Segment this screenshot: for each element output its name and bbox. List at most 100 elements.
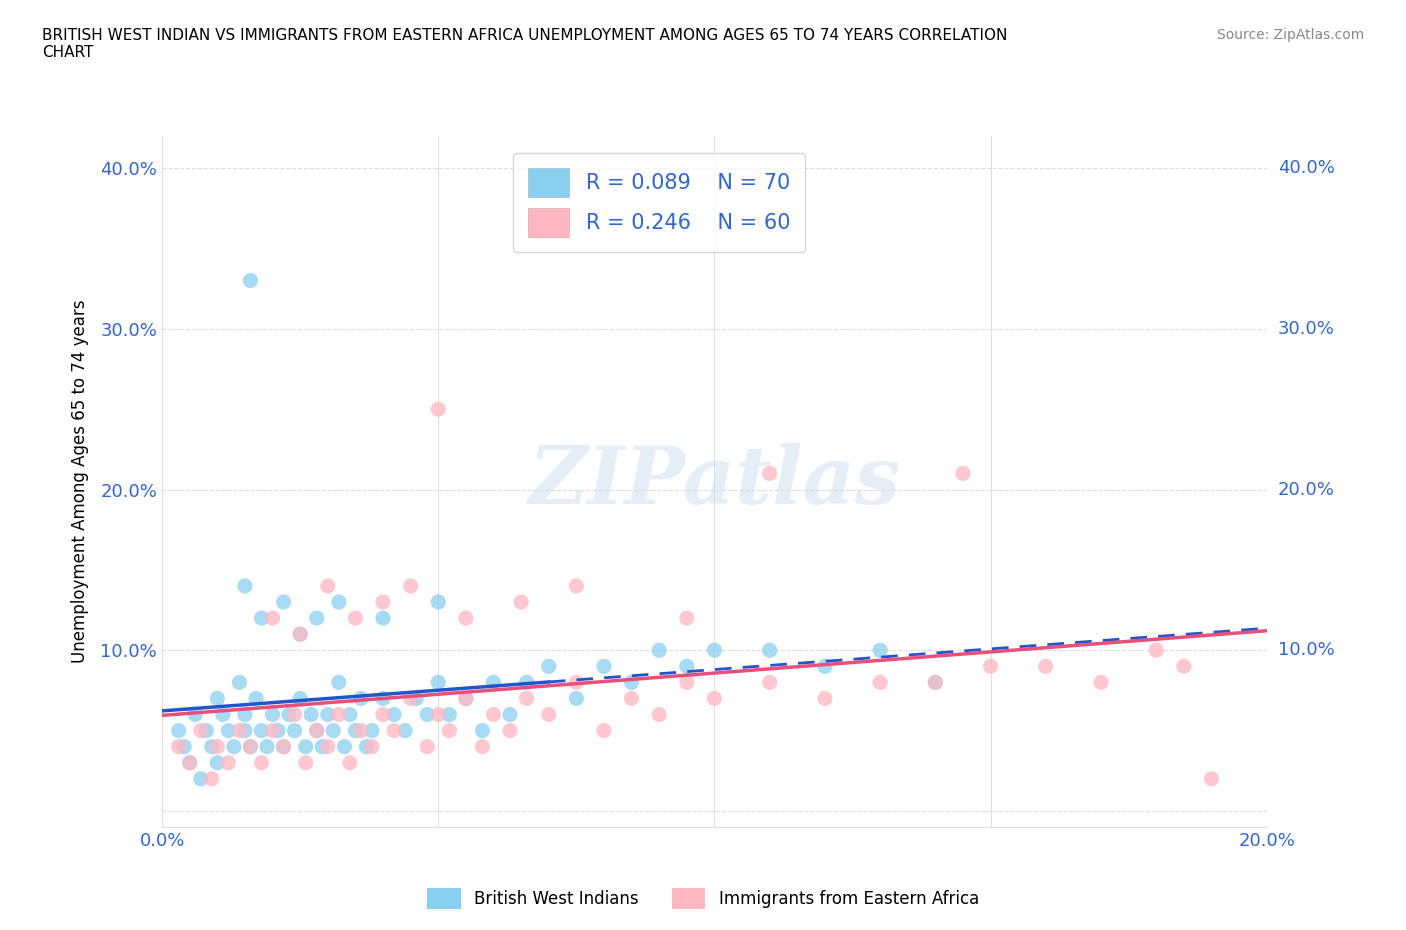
Point <box>284 724 307 738</box>
Point <box>267 724 290 738</box>
Point <box>1173 658 1195 673</box>
Point <box>416 707 439 722</box>
Point <box>454 691 477 706</box>
Point <box>703 691 725 706</box>
Point <box>350 724 373 738</box>
Point <box>593 658 616 673</box>
Point <box>167 739 190 754</box>
Point <box>179 755 201 770</box>
Point <box>284 707 307 722</box>
Point <box>537 658 560 673</box>
Point <box>262 724 284 738</box>
Point <box>316 578 339 593</box>
Legend: R = 0.089    N = 70, R = 0.246    N = 60: R = 0.089 N = 70, R = 0.246 N = 60 <box>513 153 806 252</box>
Point <box>305 724 328 738</box>
Point <box>344 724 367 738</box>
Point <box>207 755 229 770</box>
Text: 40.0%: 40.0% <box>1278 159 1334 177</box>
Point <box>245 691 267 706</box>
Point <box>350 691 373 706</box>
Point <box>201 739 224 754</box>
Point <box>190 771 212 786</box>
Point <box>416 739 439 754</box>
Text: 20.0%: 20.0% <box>1278 481 1334 498</box>
Point <box>233 578 256 593</box>
Point <box>217 755 239 770</box>
Point <box>288 627 311 642</box>
Point <box>482 707 505 722</box>
Point <box>371 594 394 609</box>
Point <box>228 675 250 690</box>
Point <box>328 675 350 690</box>
Point <box>648 643 671 658</box>
Point <box>869 643 891 658</box>
Point <box>454 611 477 626</box>
Point <box>294 755 316 770</box>
Point <box>405 691 427 706</box>
Point <box>288 691 311 706</box>
Point <box>344 611 367 626</box>
Point <box>217 724 239 738</box>
Point <box>190 724 212 738</box>
Point <box>516 675 538 690</box>
Point <box>1090 675 1112 690</box>
Point <box>239 739 262 754</box>
Point <box>394 724 416 738</box>
Point <box>311 739 333 754</box>
Point <box>869 675 891 690</box>
Point <box>758 643 780 658</box>
Legend: British West Indians, Immigrants from Eastern Africa: British West Indians, Immigrants from Ea… <box>419 880 987 917</box>
Point <box>173 739 195 754</box>
Point <box>222 739 245 754</box>
Point <box>924 675 946 690</box>
Point <box>499 707 522 722</box>
Y-axis label: Unemployment Among Ages 65 to 74 years: Unemployment Among Ages 65 to 74 years <box>72 299 89 663</box>
Point <box>305 724 328 738</box>
Point <box>328 707 350 722</box>
Point <box>239 273 262 288</box>
Point <box>565 691 588 706</box>
Point <box>675 611 697 626</box>
Point <box>537 707 560 722</box>
Point <box>273 739 295 754</box>
Point <box>758 466 780 481</box>
Point <box>382 724 405 738</box>
Point <box>371 691 394 706</box>
Point <box>439 724 461 738</box>
Point <box>294 739 316 754</box>
Point <box>250 611 273 626</box>
Point <box>333 739 356 754</box>
Point <box>299 707 322 722</box>
Point <box>233 707 256 722</box>
Point <box>361 724 384 738</box>
Point <box>516 691 538 706</box>
Point <box>371 707 394 722</box>
Point <box>179 755 201 770</box>
Point <box>278 707 301 722</box>
Point <box>262 707 284 722</box>
Point <box>1035 658 1057 673</box>
Point <box>399 691 422 706</box>
Point <box>382 707 405 722</box>
Point <box>250 724 273 738</box>
Text: BRITISH WEST INDIAN VS IMMIGRANTS FROM EASTERN AFRICA UNEMPLOYMENT AMONG AGES 65: BRITISH WEST INDIAN VS IMMIGRANTS FROM E… <box>42 28 1008 60</box>
Point <box>239 739 262 754</box>
Point <box>167 724 190 738</box>
Point <box>195 724 218 738</box>
Point <box>256 739 278 754</box>
Point <box>356 739 378 754</box>
Point <box>339 755 361 770</box>
Point <box>924 675 946 690</box>
Point <box>211 707 233 722</box>
Point <box>439 707 461 722</box>
Point <box>427 707 450 722</box>
Text: ZIPatlas: ZIPatlas <box>529 443 900 520</box>
Point <box>648 707 671 722</box>
Point <box>454 691 477 706</box>
Point <box>620 691 643 706</box>
Point <box>322 724 344 738</box>
Point <box>427 402 450 417</box>
Point <box>228 724 250 738</box>
Point <box>371 611 394 626</box>
Text: Source: ZipAtlas.com: Source: ZipAtlas.com <box>1216 28 1364 42</box>
